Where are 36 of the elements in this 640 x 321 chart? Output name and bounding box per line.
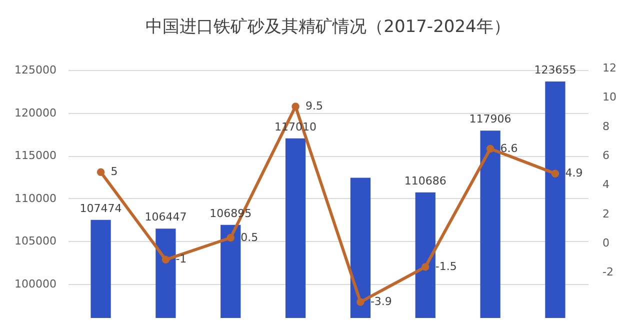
y2-tick-label: -2 [602,266,614,279]
y-tick-label: 100000 [14,277,56,290]
point [356,298,364,306]
data-label: -1.5 [435,260,457,273]
y2-tick-label: 6 [602,149,610,162]
point [96,168,105,176]
data-label: 106447 [144,210,187,224]
data-label: 117906 [469,112,512,126]
point [226,234,234,242]
data-label: 123655 [534,64,576,76]
point [162,256,170,264]
y-tick-label: 115000 [14,149,56,162]
data-label: 9.5 [306,99,324,112]
point [422,263,430,271]
y-tick-label: 110000 [14,192,56,205]
data-label: -1 [176,252,187,266]
data-label: 4.9 [565,166,583,180]
data-label: 6.6 [500,142,518,155]
y2-tick-label: 10 [602,90,616,104]
data-label: -3.9 [370,294,392,308]
data-label: 0.5 [240,230,258,244]
point [486,144,494,153]
chart-title: 中国进口铁矿砂及其精矿情况（2017-2024年） [146,17,510,37]
y-tick-label: 125000 [14,64,56,76]
y2-tick-label: 12 [602,62,616,74]
point [551,170,560,178]
y-tick-label: 120000 [14,106,56,120]
y-tick-label: 105000 [14,234,56,248]
data-label: 110686 [404,174,446,188]
data-label: 5 [110,165,118,178]
y2-tick-label: 8 [602,120,610,133]
y2-tick-label: 0 [602,236,610,250]
y2-tick-label: 2 [602,207,610,220]
data-label: 107474 [80,202,122,215]
y2-tick-label: 4 [602,178,610,192]
point [292,102,300,110]
